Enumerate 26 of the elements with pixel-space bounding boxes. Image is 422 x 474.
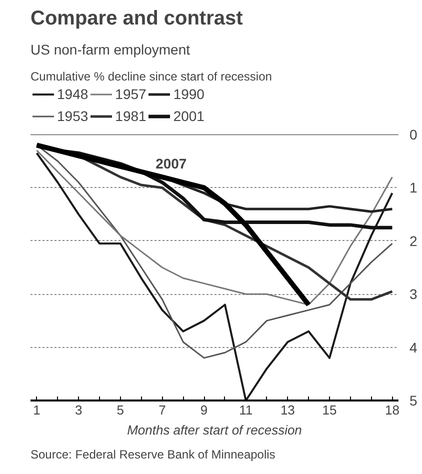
series-label: 2007 (156, 155, 187, 172)
x-tick-label: 5 (116, 402, 124, 418)
legend-label: 1957 (115, 87, 146, 102)
x-tick-label: 18 (384, 402, 400, 418)
y-axis-title: Cumulative % decline since start of recession (30, 70, 272, 84)
chart-title: Compare and contrast (30, 8, 244, 30)
y-tick-label: 4 (410, 339, 418, 356)
x-tick-label: 15 (322, 402, 337, 418)
y-tick-label: 2 (410, 232, 418, 249)
x-tick-label: 3 (74, 402, 82, 418)
legend-label: 1953 (57, 108, 88, 124)
x-axis-title: Months after start of recession (127, 422, 302, 438)
legend-label: 1948 (57, 87, 88, 102)
x-tick-label: 1 (33, 402, 40, 418)
legend-label: 1981 (115, 108, 146, 124)
y-tick-label: 3 (410, 286, 418, 302)
legend-label: 2001 (173, 108, 204, 124)
x-tick-label: 9 (200, 402, 208, 418)
x-tick-label: 7 (158, 402, 166, 418)
source-note: Source: Federal Reserve Bank of Minneapolis (30, 448, 276, 462)
x-tick-label: 11 (239, 402, 253, 418)
y-tick-label: 0 (410, 126, 418, 142)
y-tick-label: 1 (410, 180, 418, 196)
chart-subtitle: US non-farm employment (30, 42, 190, 58)
legend-label: 1990 (173, 87, 204, 102)
x-tick-label: 13 (280, 402, 295, 418)
